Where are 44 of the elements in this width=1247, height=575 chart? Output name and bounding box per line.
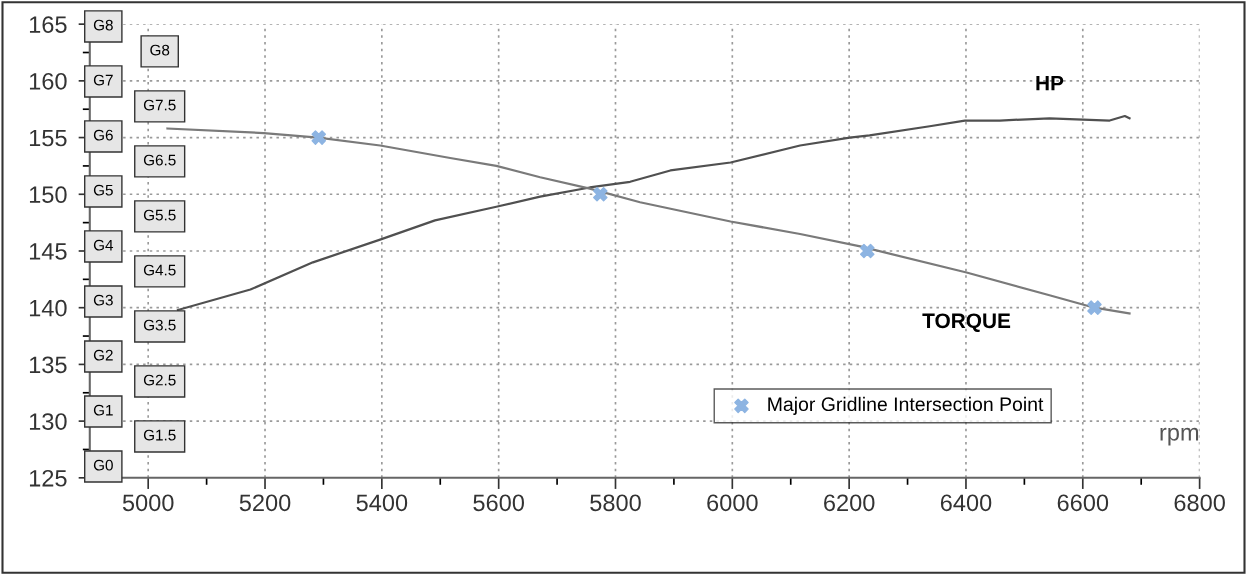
y-tick-label: 130: [29, 413, 67, 430]
point: [593, 186, 608, 202]
annotation: G0: [93, 459, 113, 471]
x-tick-label: 5200: [239, 494, 291, 512]
annotation: G5.5: [143, 209, 176, 221]
annotation: G1.5: [143, 429, 176, 441]
x-tick-label: 6000: [707, 494, 758, 512]
point: [859, 243, 875, 259]
annotation: G7.5: [143, 99, 176, 111]
annotation: G2.5: [143, 374, 176, 386]
y-tick-label: 140: [29, 299, 67, 317]
series-label: HP: [1036, 76, 1064, 91]
point: [311, 130, 327, 145]
y-tick-label: 150: [29, 186, 67, 204]
series-label: TORQUE: [922, 313, 1011, 333]
annotation: G3.5: [143, 319, 176, 331]
annotation: G6: [93, 129, 113, 141]
annotation: G4: [93, 239, 114, 251]
annotation: G6.5: [143, 154, 176, 166]
x-tick-label: 6600: [1057, 494, 1109, 512]
y-tick-label: 165: [29, 16, 67, 33]
y-tick-label: 155: [29, 129, 67, 147]
y-tick-label: 160: [29, 72, 67, 90]
point: [1087, 300, 1102, 315]
annotation: G7: [93, 74, 113, 86]
annotation: G4.5: [143, 264, 176, 276]
annotation: G1: [93, 404, 113, 416]
annotation: G3: [93, 294, 113, 306]
x-tick-label: 6200: [824, 494, 875, 512]
x-tick-label: 5600: [473, 494, 525, 512]
x-tick-label: 5000: [122, 494, 174, 512]
legend-label: Major Gridline Intersection Point: [768, 396, 1044, 415]
y-tick-label: 145: [29, 243, 67, 260]
annotation: G8: [93, 19, 113, 31]
x-tick-label: 6800: [1174, 494, 1225, 512]
x-axis-title: rpm: [1160, 427, 1199, 446]
annotation: G2: [93, 349, 113, 361]
x-tick-label: 6400: [940, 494, 992, 512]
annotation: G5: [93, 184, 113, 196]
x-tick-label: 5400: [356, 494, 408, 512]
annotation: G8: [150, 44, 170, 56]
y-tick-label: 125: [29, 469, 67, 487]
x-tick-label: 5800: [590, 494, 641, 512]
y-tick-label: 135: [29, 356, 67, 374]
